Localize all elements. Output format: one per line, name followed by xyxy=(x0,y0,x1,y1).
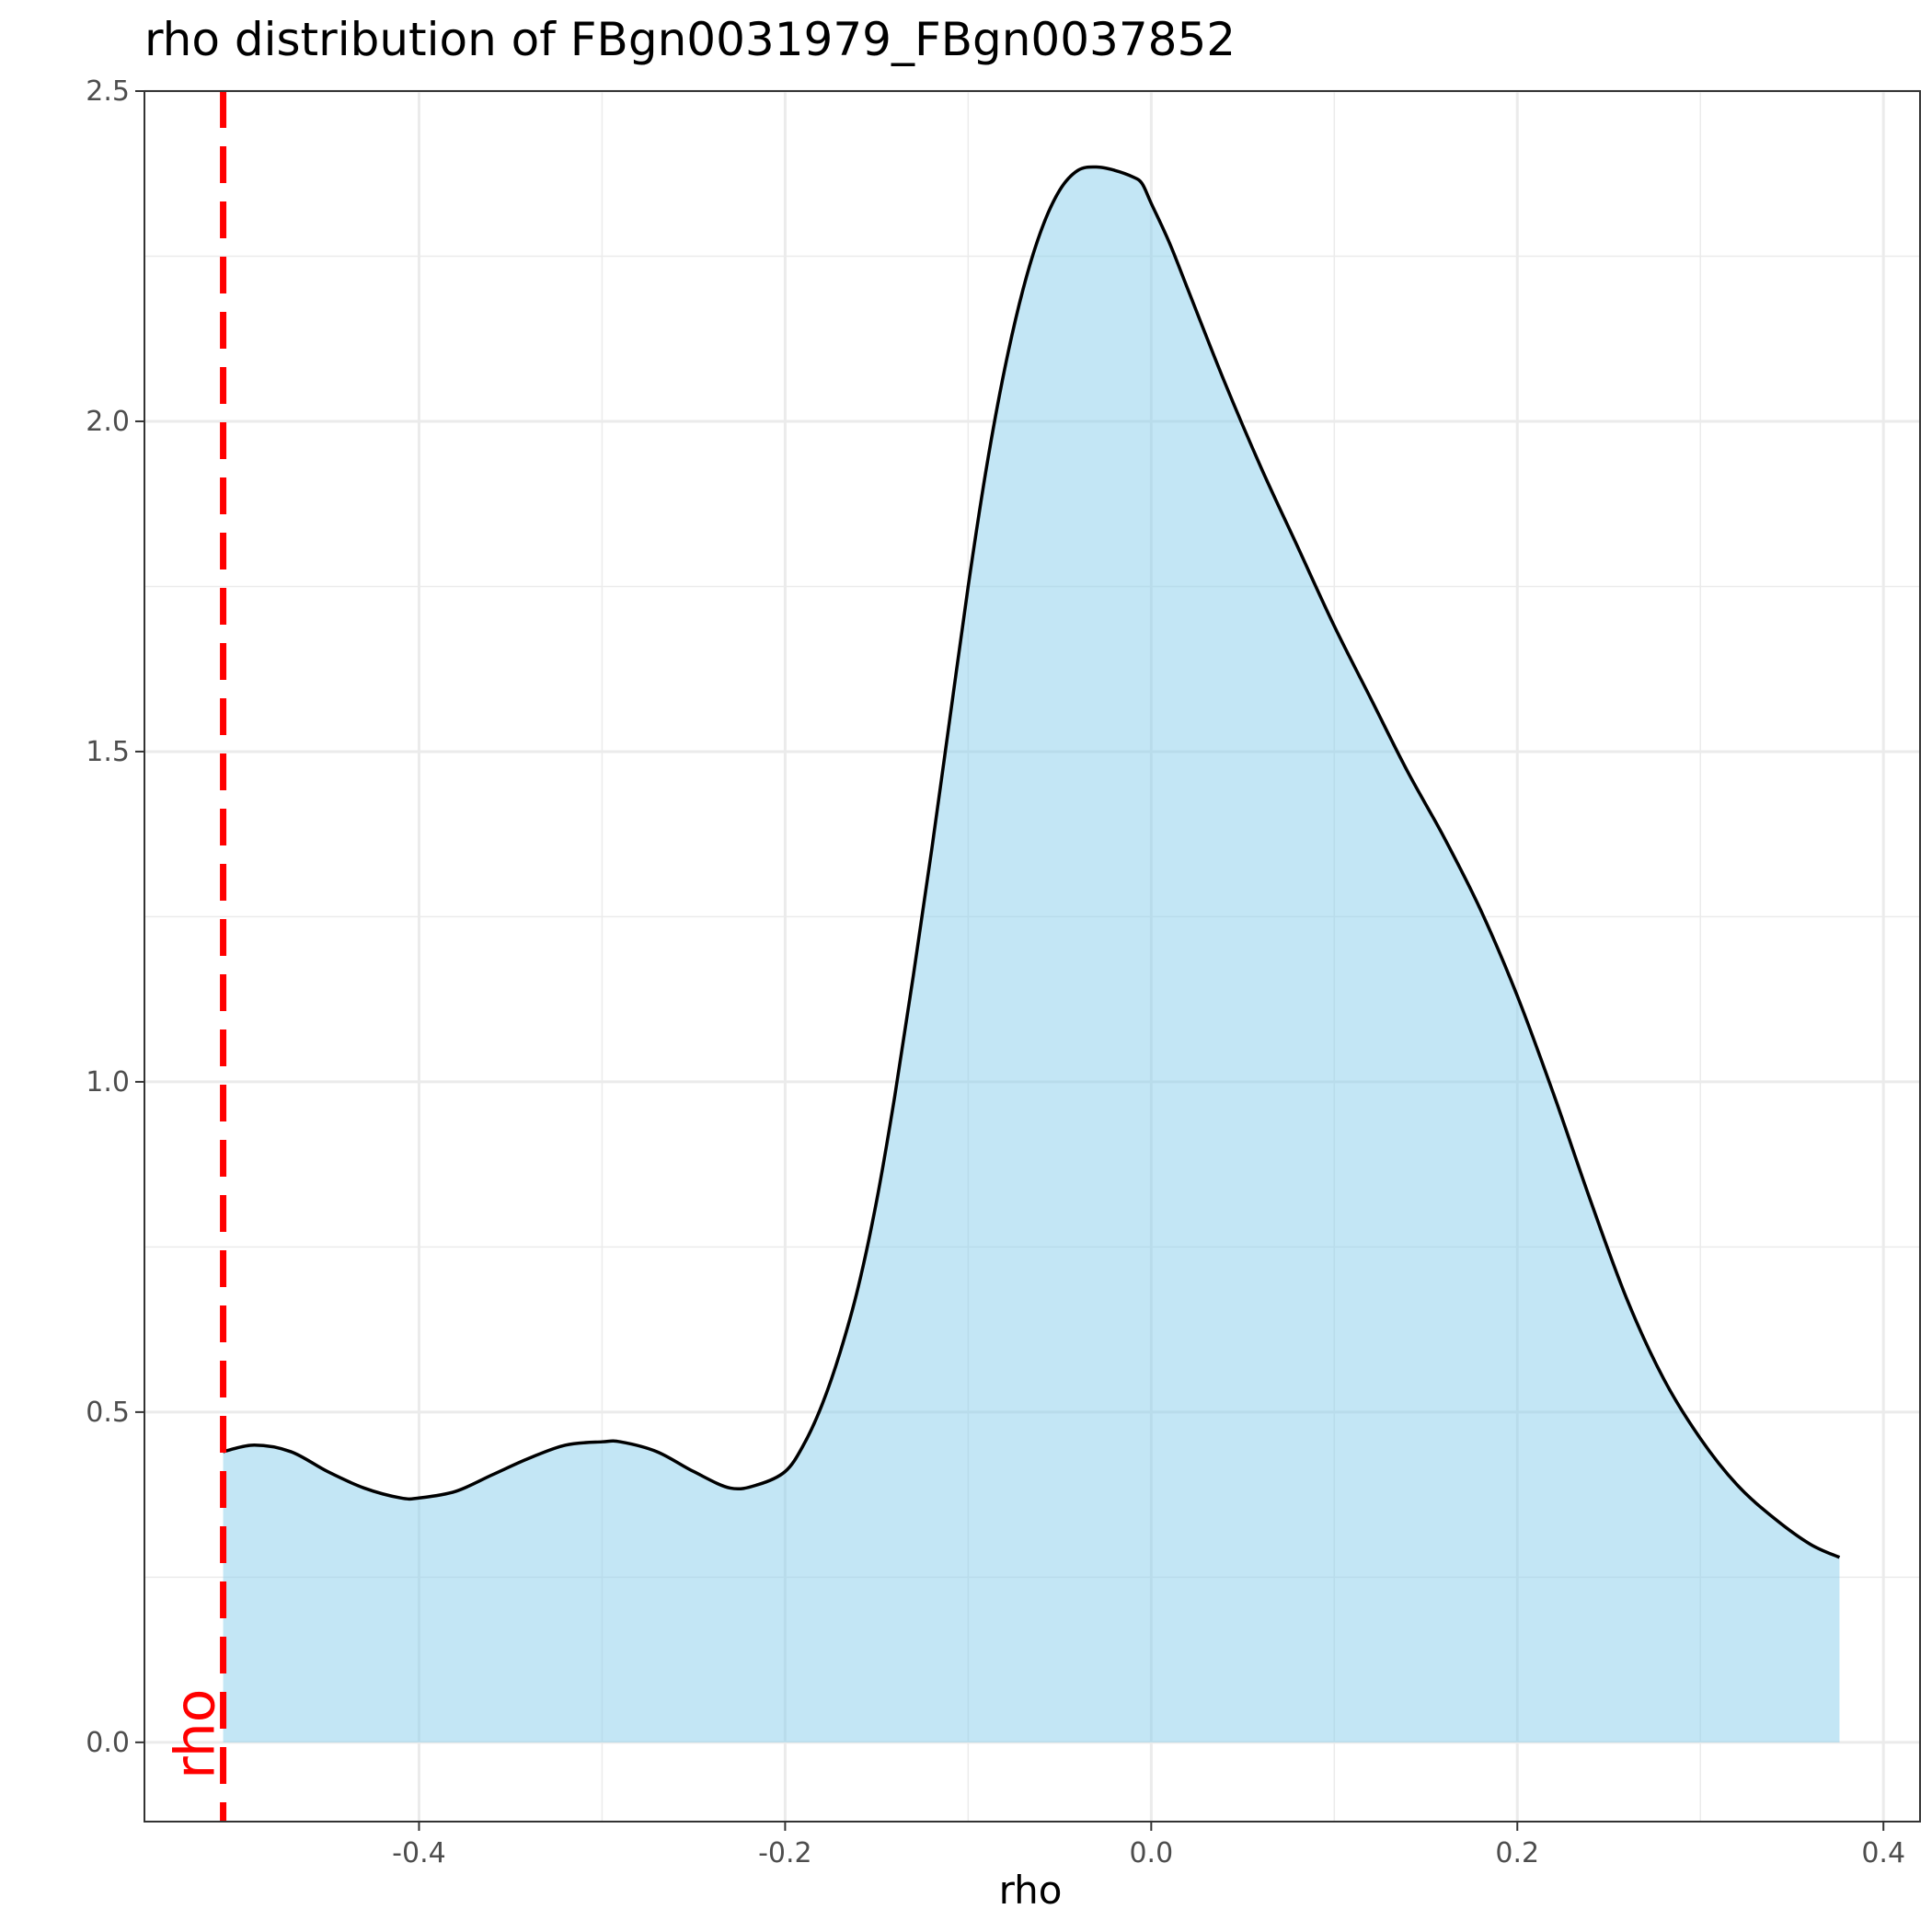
y-tick-label: 2.0 xyxy=(86,406,130,438)
density-area xyxy=(223,167,1840,1742)
y-tick-label: 1.0 xyxy=(86,1066,130,1098)
x-tick-label: -0.2 xyxy=(758,1837,812,1869)
y-axis: 0.0 0.5 1.0 1.5 2.0 2.5 xyxy=(86,75,144,1759)
x-tick-label: -0.4 xyxy=(392,1837,446,1869)
density-line xyxy=(223,165,1841,1559)
panel-border xyxy=(144,90,1921,1823)
rho-annotation: rho xyxy=(164,1688,228,1778)
x-tick-label: 0.4 xyxy=(1861,1837,1905,1869)
x-axis-label: rho xyxy=(998,1868,1063,1913)
y-tick-label: 0.0 xyxy=(86,1727,130,1759)
y-tick-label: 0.5 xyxy=(86,1397,130,1429)
x-tick-label: 0.2 xyxy=(1495,1837,1539,1869)
x-tick-label: 0.0 xyxy=(1129,1837,1173,1869)
x-axis: -0.4 -0.2 0.0 0.2 0.4 xyxy=(392,1822,1905,1869)
y-tick-label: 2.5 xyxy=(86,75,130,108)
chart-title: rho distribution of FBgn0031979_FBgn0037… xyxy=(144,13,1236,66)
y-tick-label: 1.5 xyxy=(86,736,130,768)
